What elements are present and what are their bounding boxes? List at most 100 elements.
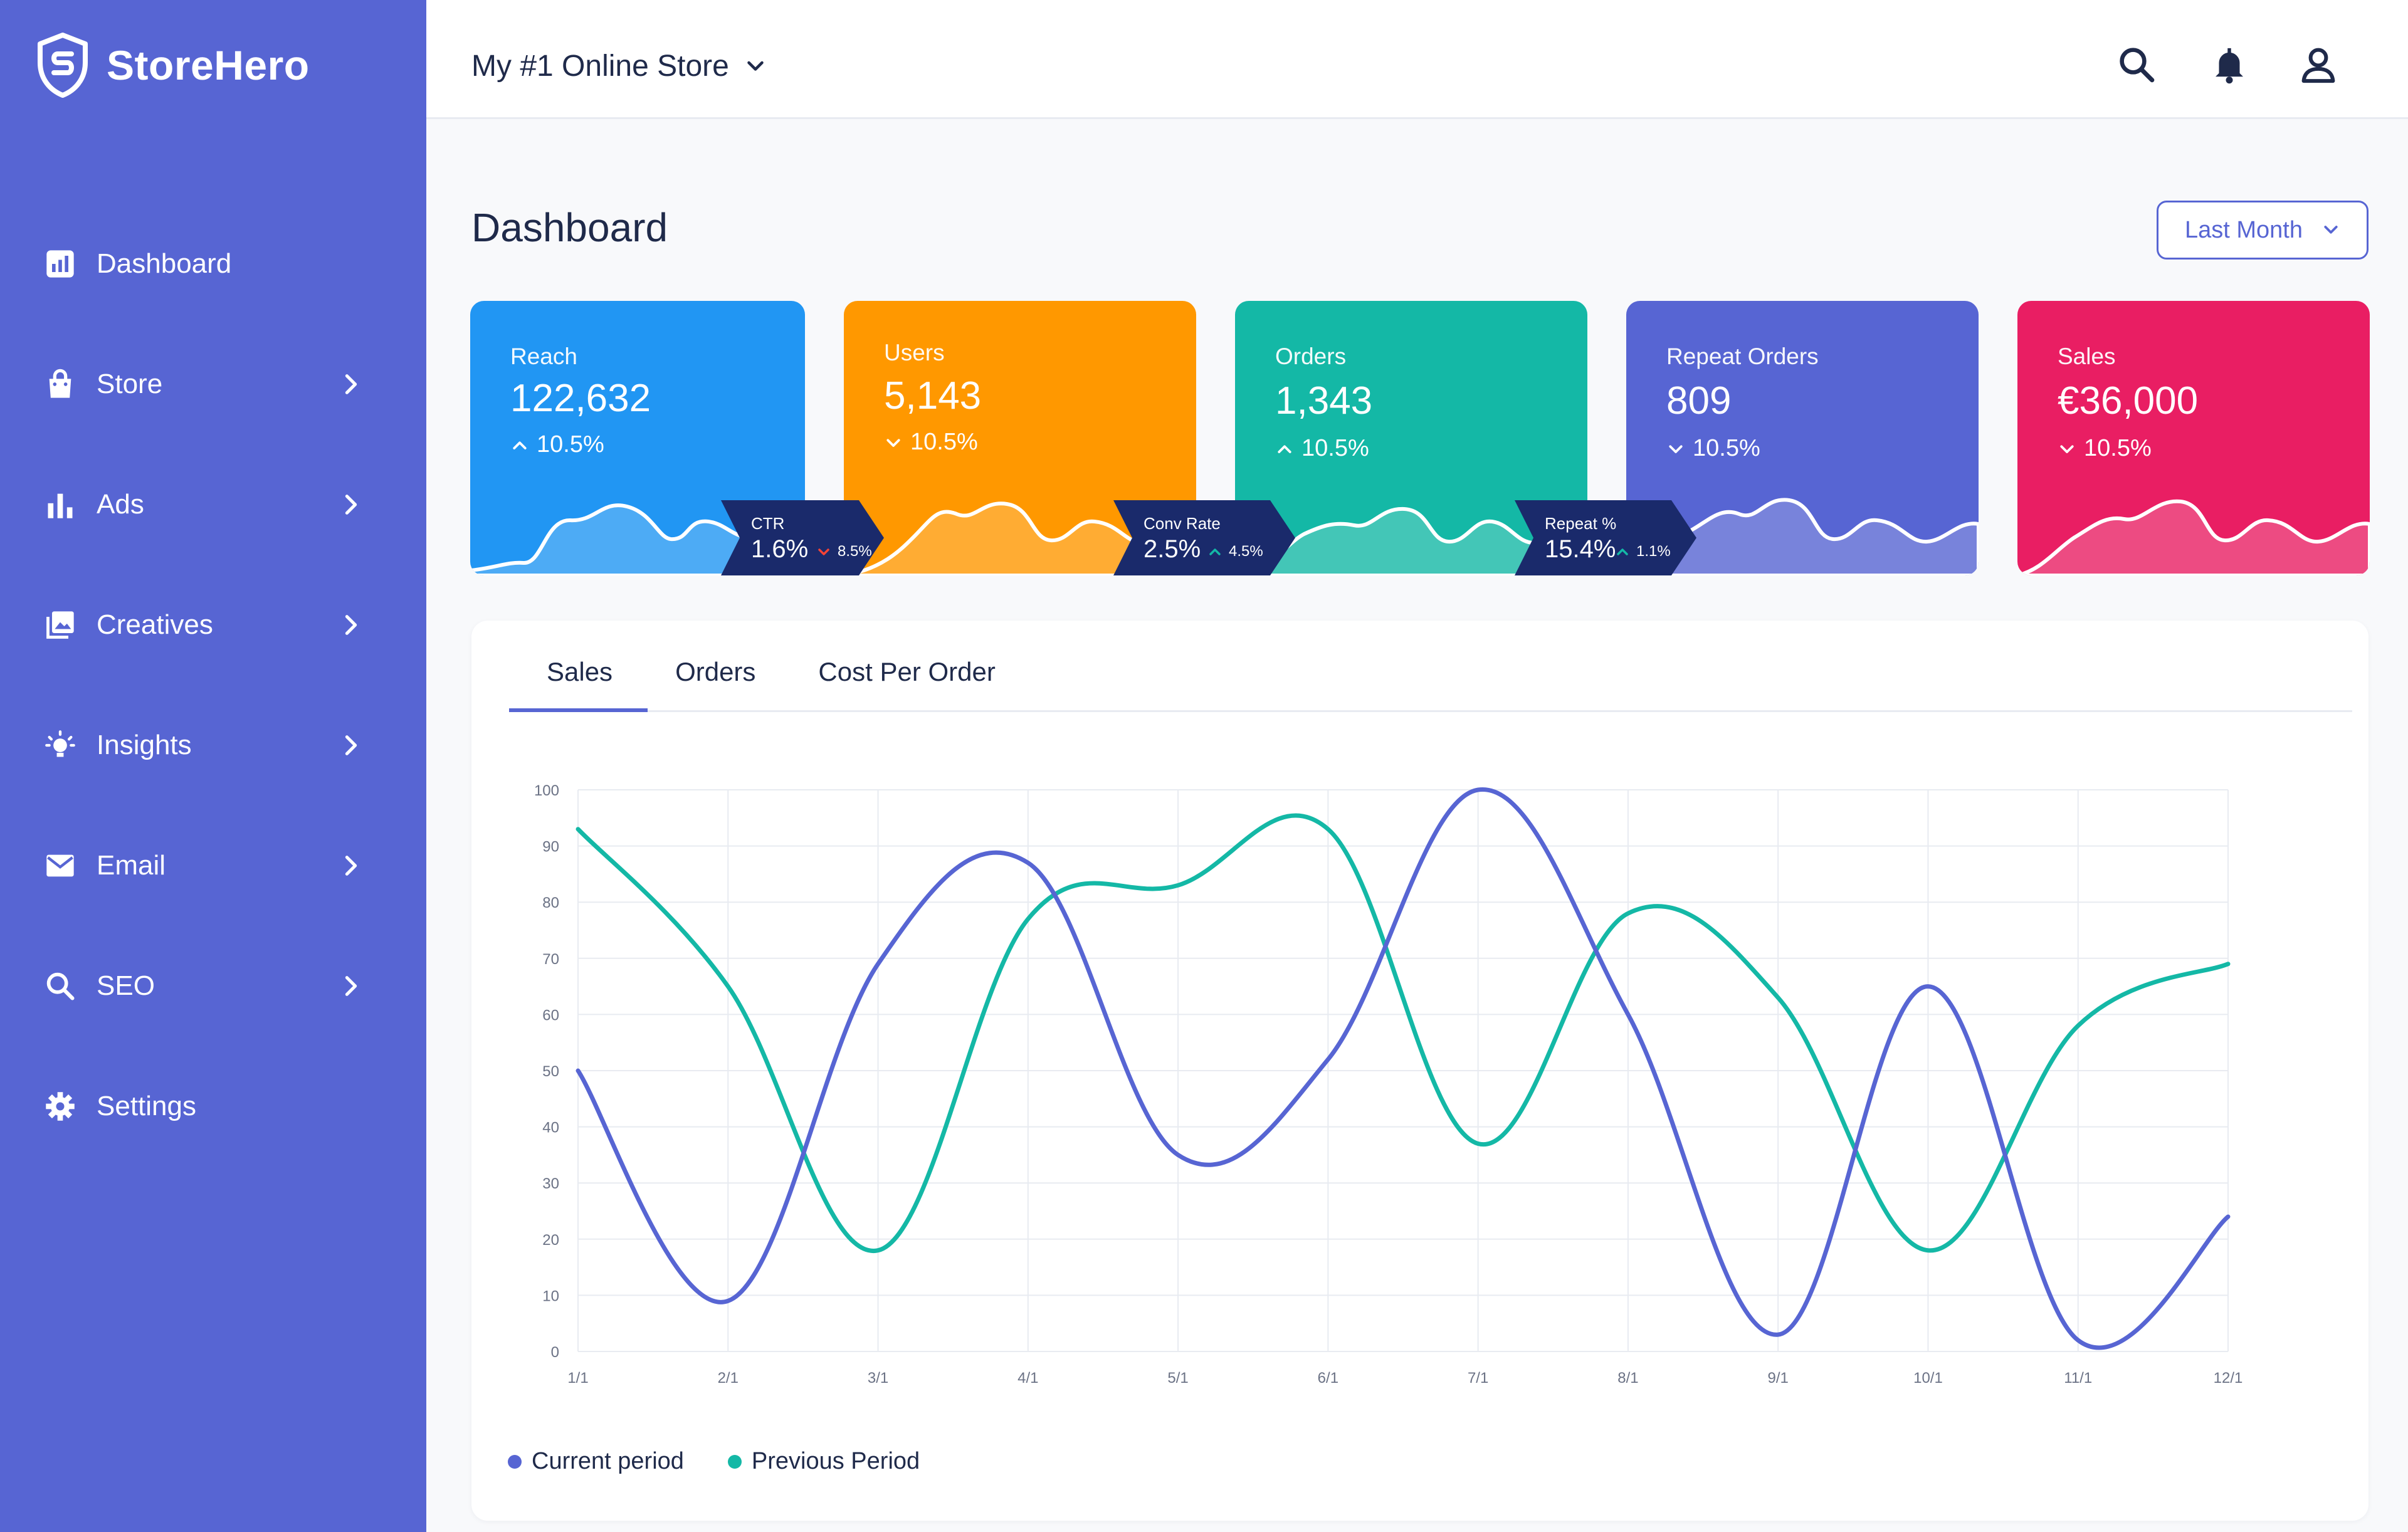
data-point-current-period[interactable] bbox=[1175, 1152, 1180, 1157]
card-title: Sales bbox=[2058, 344, 2116, 369]
legend-current-period[interactable]: Current period bbox=[508, 1448, 684, 1475]
stat-card-orders[interactable]: Orders 1,343 10.5% bbox=[1235, 301, 1587, 575]
sidebar-item-ads[interactable]: Ads bbox=[0, 444, 426, 565]
x-tick-label: 4/1 bbox=[1017, 1370, 1038, 1387]
chevron-right-icon bbox=[345, 976, 357, 996]
chevron-down-icon bbox=[747, 61, 764, 71]
sidebar-item-dashboard[interactable]: Dashboard bbox=[0, 204, 426, 324]
data-point-previous-period[interactable] bbox=[2226, 962, 2231, 967]
data-point-previous-period[interactable] bbox=[1476, 1141, 1481, 1146]
sidebar-item-seo[interactable]: SEO bbox=[0, 926, 426, 1046]
data-point-previous-period[interactable] bbox=[876, 1248, 881, 1253]
data-point-current-period[interactable] bbox=[576, 1068, 581, 1073]
tab-cost-per-order[interactable]: Cost Per Order bbox=[818, 657, 996, 686]
tab-sales[interactable]: Sales bbox=[509, 646, 648, 712]
data-point-previous-period[interactable] bbox=[2076, 1023, 2081, 1028]
bar-chart-icon bbox=[41, 486, 79, 523]
sidebar-item-store[interactable]: Store bbox=[0, 324, 426, 444]
arrow-down-icon bbox=[1669, 444, 1683, 453]
page-title: Dashboard bbox=[471, 205, 668, 250]
mail-icon bbox=[41, 847, 79, 884]
x-tick-label: 2/1 bbox=[718, 1370, 739, 1387]
tab-orders[interactable]: Orders bbox=[675, 657, 756, 686]
card-change-value: 10.5% bbox=[1301, 435, 1369, 461]
store-name: My #1 Online Store bbox=[471, 50, 729, 83]
line-chart: 0 10 20 30 40 50 60 70 80 90 100 1/1 2/1 3/1 4/1 5/1 6/1… bbox=[534, 782, 2243, 1387]
data-point-previous-period[interactable] bbox=[1325, 827, 1330, 832]
sidebar-item-creatives[interactable]: Creatives bbox=[0, 565, 426, 685]
x-tick-label: 6/1 bbox=[1318, 1370, 1338, 1387]
x-tick-label: 3/1 bbox=[868, 1370, 888, 1387]
badge-shape bbox=[1515, 500, 1696, 575]
card-title: Orders bbox=[1275, 344, 1347, 369]
data-point-current-period[interactable] bbox=[2076, 1338, 2081, 1343]
chevron-right-icon bbox=[345, 495, 357, 515]
data-point-current-period[interactable] bbox=[1925, 984, 1930, 989]
card-title: Reach bbox=[510, 344, 577, 369]
x-tick-label: 7/1 bbox=[1468, 1370, 1488, 1387]
badge-value: 15.4% bbox=[1545, 535, 1616, 563]
data-point-previous-period[interactable] bbox=[576, 827, 581, 832]
badge-change-value: 4.5% bbox=[1229, 543, 1263, 560]
data-point-previous-period[interactable] bbox=[1626, 911, 1631, 916]
badge-shape bbox=[721, 500, 884, 575]
card-value: 122,632 bbox=[510, 377, 651, 420]
data-point-current-period[interactable] bbox=[2226, 1214, 2231, 1219]
data-point-current-period[interactable] bbox=[1026, 860, 1031, 865]
badge-title: Repeat % bbox=[1545, 514, 1617, 533]
search-icon[interactable] bbox=[2116, 44, 2157, 85]
stat-card-reach[interactable]: Reach 122,632 10.5% bbox=[470, 301, 805, 575]
date-range-dropdown[interactable]: Last Month bbox=[2157, 201, 2369, 260]
badge-value: 1.6% bbox=[751, 535, 809, 563]
arrow-down-icon bbox=[886, 438, 900, 447]
user-icon[interactable] bbox=[2298, 44, 2339, 85]
data-point-current-period[interactable] bbox=[1325, 1057, 1330, 1062]
badge-value: 2.5% bbox=[1144, 535, 1201, 563]
brand-logo[interactable]: StoreHero bbox=[35, 33, 310, 98]
shopping-bag-icon bbox=[41, 365, 79, 403]
series-line-previous-period[interactable] bbox=[576, 813, 2231, 1253]
sidebar-item-label: Email bbox=[97, 850, 166, 881]
data-point-current-period[interactable] bbox=[1476, 787, 1481, 792]
y-tick-label: 0 bbox=[551, 1344, 559, 1361]
data-point-current-period[interactable] bbox=[1775, 1332, 1780, 1337]
x-tick-label: 8/1 bbox=[1617, 1370, 1638, 1387]
data-point-current-period[interactable] bbox=[876, 962, 881, 967]
badge-title: Conv Rate bbox=[1144, 514, 1221, 533]
card-change-value: 10.5% bbox=[1693, 435, 1760, 461]
x-tick-label: 9/1 bbox=[1767, 1370, 1788, 1387]
data-point-previous-period[interactable] bbox=[1026, 916, 1031, 921]
card-change-value: 10.5% bbox=[910, 429, 978, 455]
series-line-current-period[interactable] bbox=[576, 787, 2231, 1350]
ctr-badge[interactable]: CTR 1.6% 8.5% bbox=[721, 500, 884, 575]
bell-icon[interactable] bbox=[2209, 44, 2250, 85]
sidebar-item-label: Settings bbox=[97, 1091, 196, 1121]
legend-previous-period[interactable]: Previous Period bbox=[727, 1448, 920, 1475]
data-point-current-period[interactable] bbox=[1626, 1012, 1631, 1017]
stat-card-sales[interactable]: Sales €36,000 10.5% bbox=[2017, 301, 2370, 575]
repeat-rate-badge[interactable]: Repeat % 15.4% 1.1% bbox=[1515, 500, 1696, 575]
data-point-current-period[interactable] bbox=[725, 1298, 730, 1303]
y-tick-label: 100 bbox=[534, 782, 559, 799]
card-value: 5,143 bbox=[884, 374, 982, 417]
y-tick-label: 40 bbox=[542, 1120, 559, 1136]
sidebar-item-insights[interactable]: Insights bbox=[0, 685, 426, 805]
data-point-previous-period[interactable] bbox=[725, 984, 730, 989]
arrow-up-icon bbox=[1617, 548, 1628, 555]
badge-change: 4.5% bbox=[1207, 543, 1263, 560]
data-point-previous-period[interactable] bbox=[1175, 883, 1180, 888]
conv-rate-badge[interactable]: Conv Rate 2.5% 4.5% bbox=[1113, 500, 1295, 575]
y-tick-label: 80 bbox=[542, 895, 559, 911]
chart-panel: Sales Orders Cost Per Order 0 10 20 30 40 50 6… bbox=[471, 621, 2369, 1521]
arrow-down-icon bbox=[2060, 444, 2074, 453]
data-point-previous-period[interactable] bbox=[1775, 995, 1780, 1000]
sidebar-item-settings[interactable]: Settings bbox=[0, 1046, 426, 1167]
badge-title: CTR bbox=[751, 514, 785, 533]
x-tick-label: 12/1 bbox=[2214, 1370, 2243, 1387]
sidebar-item-email[interactable]: Email bbox=[0, 805, 426, 926]
badge-change: 8.5% bbox=[816, 543, 872, 560]
sidebar-nav: Dashboard Store Ads Creatives bbox=[0, 204, 426, 1167]
store-selector[interactable]: My #1 Online Store bbox=[471, 49, 767, 83]
data-point-previous-period[interactable] bbox=[1925, 1248, 1930, 1253]
chevron-right-icon bbox=[345, 374, 357, 394]
